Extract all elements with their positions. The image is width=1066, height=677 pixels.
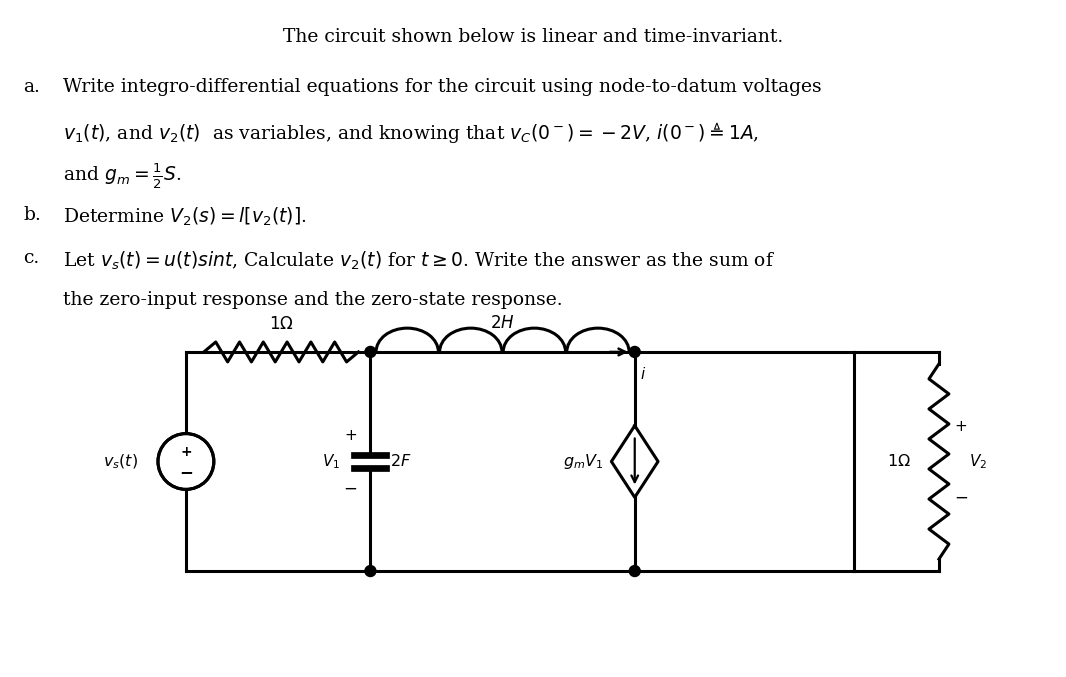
Text: Determine $V_2(s) = l[v_2(t)]$.: Determine $V_2(s) = l[v_2(t)]$. [63, 206, 307, 228]
Text: −: − [179, 464, 193, 481]
Text: and $g_m = \frac{1}{2}S$.: and $g_m = \frac{1}{2}S$. [63, 162, 181, 191]
Text: Write integro-differential equations for the circuit using node-to-datum voltage: Write integro-differential equations for… [63, 78, 822, 96]
Circle shape [365, 347, 376, 357]
Circle shape [158, 433, 214, 489]
Text: $1\Omega$: $1\Omega$ [269, 316, 293, 333]
Text: $i$: $i$ [640, 366, 646, 382]
Text: $1\Omega$: $1\Omega$ [887, 453, 911, 470]
Text: a.: a. [23, 78, 41, 96]
Text: Let $v_s(t) = u(t)sint$, Calculate $v_2(t)$ for $t \geq 0$. Write the answer as : Let $v_s(t) = u(t)sint$, Calculate $v_2(… [63, 249, 775, 271]
Text: the zero-input response and the zero-state response.: the zero-input response and the zero-sta… [63, 291, 563, 309]
Text: $2F$: $2F$ [390, 453, 411, 470]
Text: $v_s(t)$: $v_s(t)$ [103, 452, 138, 471]
Text: $+$: $+$ [344, 428, 357, 443]
Circle shape [629, 565, 641, 577]
Text: $v_1(t)$, and $v_2(t)$  as variables, and knowing that $v_C(0^-)= -2V$, $i(0^-) : $v_1(t)$, and $v_2(t)$ as variables, and… [63, 120, 759, 145]
Text: $V_1$: $V_1$ [322, 452, 340, 471]
Text: $-$: $-$ [343, 479, 357, 496]
Text: +: + [180, 445, 192, 458]
Text: c.: c. [23, 249, 39, 267]
Text: $-$: $-$ [954, 487, 968, 505]
Text: The circuit shown below is linear and time-invariant.: The circuit shown below is linear and ti… [282, 28, 784, 46]
Text: b.: b. [23, 206, 42, 223]
Text: $2H$: $2H$ [490, 315, 515, 332]
Text: $+$: $+$ [954, 419, 968, 434]
Circle shape [629, 347, 641, 357]
Text: $g_m V_1$: $g_m V_1$ [563, 452, 603, 471]
Circle shape [365, 565, 376, 577]
Text: $V_2$: $V_2$ [969, 452, 987, 471]
